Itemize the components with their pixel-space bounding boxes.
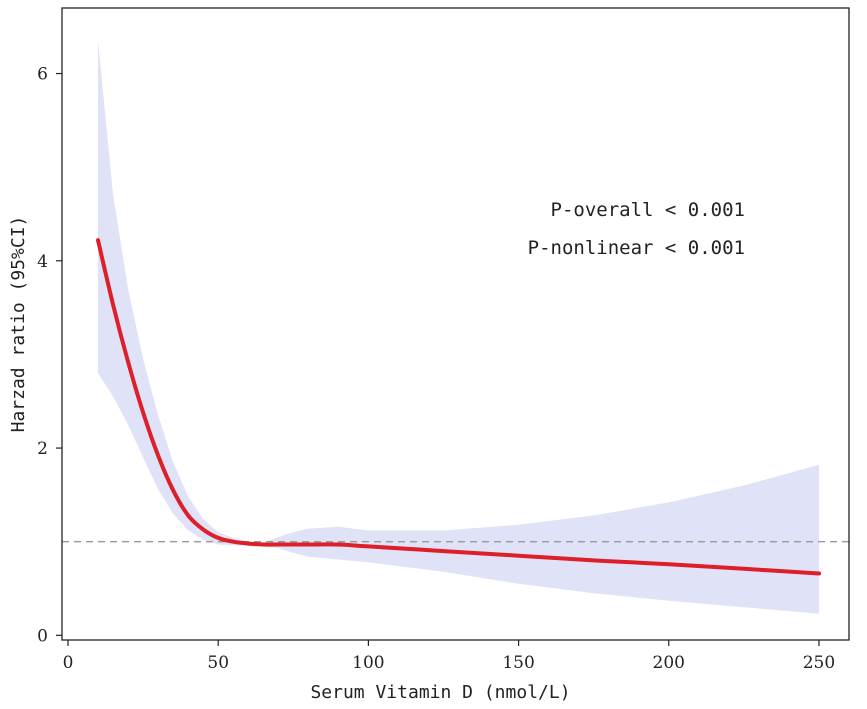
y-tick-label: 4 (37, 252, 48, 272)
p-nonlinear-annotation: P-nonlinear < 0.001 (528, 237, 745, 259)
hazard-ratio-line (96, 238, 821, 576)
y-axis-title: Harzad ratio (95%CI) (8, 216, 29, 433)
x-tick-label: 0 (63, 653, 74, 673)
plot-frame (61, 7, 850, 641)
x-tick-label: 50 (207, 653, 229, 673)
x-tick-label: 150 (502, 653, 534, 673)
p-overall-annotation: P-overall < 0.001 (551, 199, 745, 221)
y-tick-label: 0 (37, 626, 48, 646)
x-tick-label: 200 (653, 653, 685, 673)
x-tick-label: 250 (803, 653, 835, 673)
y-tick-label: 6 (37, 65, 48, 85)
x-axis-title: Serum Vitamin D (nmol/L) (310, 682, 570, 703)
y-tick-label: 2 (37, 439, 48, 459)
ci-band (98, 40, 819, 614)
x-tick-label: 100 (352, 653, 384, 673)
